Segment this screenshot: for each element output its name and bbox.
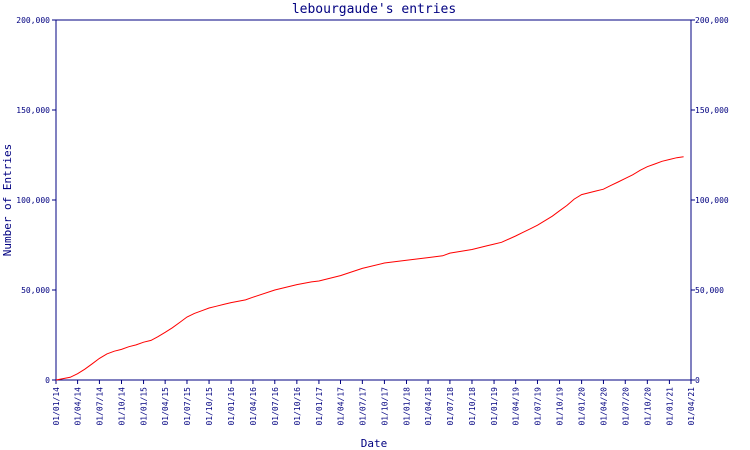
x-axis-label: Date [361,437,388,450]
x-tick-label: 01/01/18 [402,387,411,426]
x-tick-label: 01/10/16 [293,387,302,426]
x-tick-label: 01/01/15 [140,387,149,426]
y-tick-label-right: 100,000 [695,196,729,205]
x-tick-label: 01/04/21 [687,387,696,426]
x-tick-label: 01/04/14 [74,387,83,426]
y-tick-label-right: 50,000 [695,286,724,295]
x-tick-label: 01/07/19 [533,387,542,426]
x-tick-label: 01/10/14 [117,387,126,426]
x-tick-label: 01/07/16 [271,387,280,426]
entries-series-line [55,156,684,381]
plot-frame [55,19,692,381]
y-tick-label-right: 200,000 [695,16,729,25]
y-tick-label-left: 100,000 [16,196,50,205]
x-tick-label: 01/04/15 [161,387,170,426]
y-tick-label-left: 50,000 [21,286,50,295]
x-tick-label: 01/01/19 [490,387,499,426]
x-tick-label: 01/07/15 [183,387,192,426]
x-axis: 01/01/14 01/04/14 01/07/14 01/10/14 01/01/15… [52,380,696,426]
x-tick-label: 01/04/17 [337,387,346,426]
x-tick-label: 01/01/14 [52,387,61,426]
y-axis-left: 0 50,000 100,000 150,000 200,000 [16,16,56,385]
x-tick-label: 01/07/20 [621,387,630,426]
x-tick-label: 01/04/19 [512,387,521,426]
y-tick-label-left: 200,000 [16,16,50,25]
y-tick-label-left: 150,000 [16,106,50,115]
x-tick-label: 01/01/17 [315,387,324,426]
x-tick-label: 01/07/14 [95,387,104,426]
x-tick-label: 01/04/20 [599,387,608,426]
y-axis-label: Number of Entries [1,144,14,257]
y-axis-right: 0 50,000 100,000 150,000 200,000 [691,16,729,385]
x-tick-label: 01/01/16 [227,387,236,426]
x-tick-label: 01/04/16 [249,387,258,426]
y-tick-label-right: 150,000 [695,106,729,115]
y-tick-label-right: 0 [695,376,700,385]
x-tick-label: 01/07/18 [446,387,455,426]
x-tick-label: 01/07/17 [358,387,367,426]
x-tick-label: 01/04/18 [424,387,433,426]
x-tick-label: 01/01/21 [665,387,674,426]
x-tick-label: 01/10/15 [205,387,214,426]
x-tick-label: 01/10/19 [556,387,565,426]
x-tick-label: 01/01/20 [578,387,587,426]
x-tick-label: 01/10/20 [643,387,652,426]
x-tick-label: 01/10/17 [380,387,389,426]
chart-title: lebourgaude's entries [292,2,456,17]
x-tick-label: 01/10/18 [468,387,477,426]
y-tick-label-left: 0 [45,376,50,385]
